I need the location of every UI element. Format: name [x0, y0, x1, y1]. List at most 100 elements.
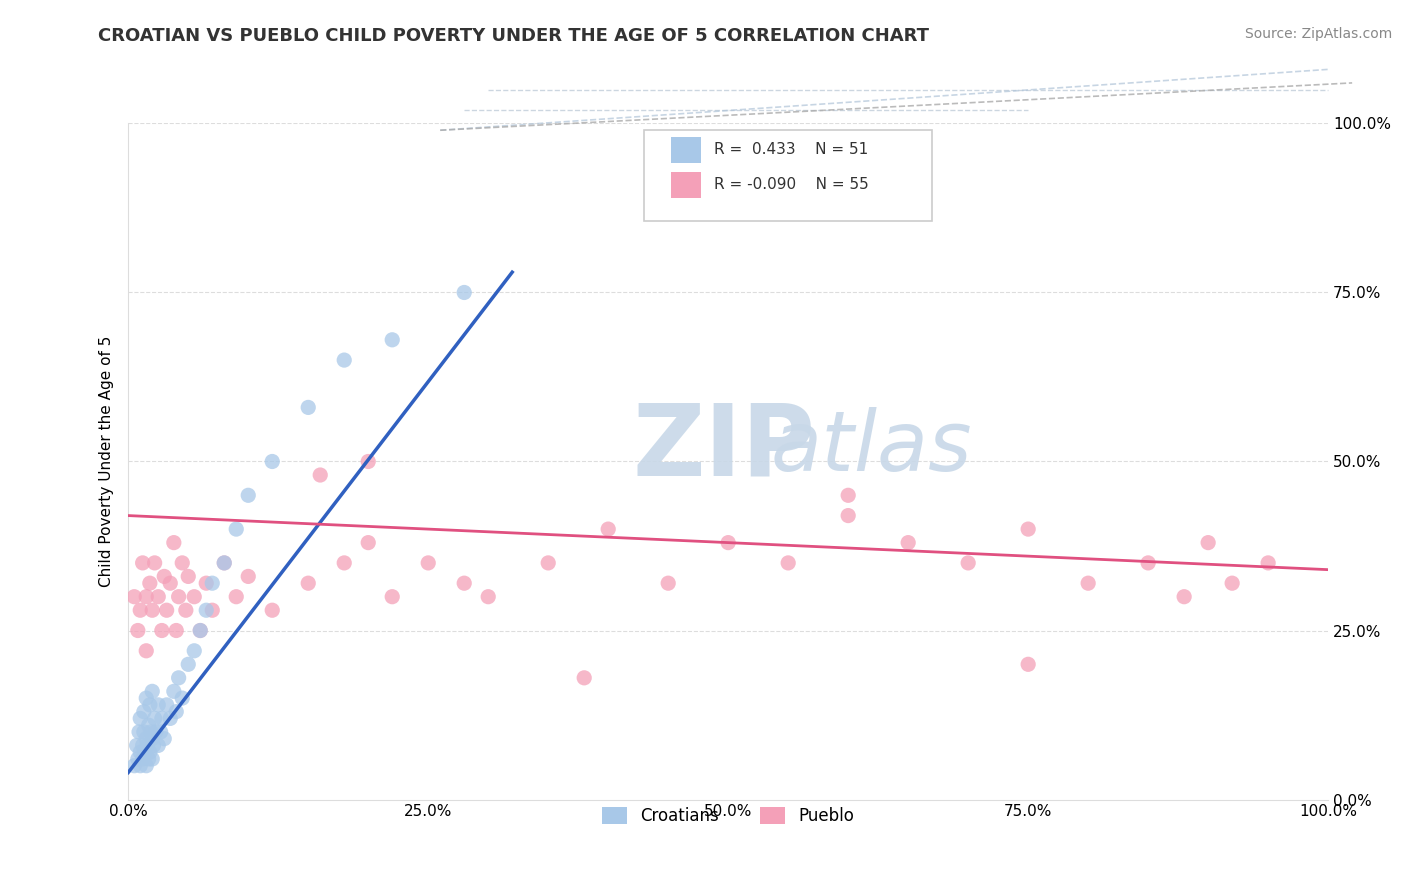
Legend: Croatians, Pueblo: Croatians, Pueblo	[595, 800, 862, 831]
Point	[159, 576, 181, 591]
Point	[174, 603, 197, 617]
Point	[183, 644, 205, 658]
Text: Source: ZipAtlas.com: Source: ZipAtlas.com	[1244, 27, 1392, 41]
Point	[1017, 657, 1039, 672]
Point	[837, 488, 859, 502]
Point	[132, 705, 155, 719]
Point	[139, 725, 162, 739]
Point	[957, 556, 980, 570]
Point	[167, 671, 190, 685]
Point	[129, 758, 152, 772]
Point	[188, 624, 211, 638]
Point	[201, 603, 224, 617]
Point	[212, 556, 235, 570]
Point	[1257, 556, 1279, 570]
Point	[1197, 535, 1219, 549]
Point	[262, 603, 284, 617]
Point	[143, 556, 166, 570]
Point	[159, 711, 181, 725]
Point	[453, 576, 475, 591]
Point	[135, 691, 157, 706]
Point	[145, 725, 167, 739]
Point	[333, 556, 356, 570]
Point	[131, 739, 153, 753]
Point	[129, 603, 152, 617]
Text: R =  0.433    N = 51: R = 0.433 N = 51	[714, 143, 868, 157]
Point	[148, 698, 170, 712]
Point	[156, 603, 179, 617]
Point	[1017, 522, 1039, 536]
Point	[453, 285, 475, 300]
Point	[778, 556, 800, 570]
Point	[167, 590, 190, 604]
Point	[172, 556, 194, 570]
Point	[717, 535, 740, 549]
Point	[141, 603, 163, 617]
Point	[127, 752, 149, 766]
Point	[183, 590, 205, 604]
Point	[598, 522, 620, 536]
Point	[143, 711, 166, 725]
Point	[134, 745, 156, 759]
Point	[153, 731, 176, 746]
Point	[129, 745, 152, 759]
Point	[172, 691, 194, 706]
Point	[139, 745, 162, 759]
Point	[141, 752, 163, 766]
Point	[1173, 590, 1195, 604]
Text: ZIP: ZIP	[633, 400, 815, 497]
Point	[201, 576, 224, 591]
Point	[537, 556, 560, 570]
Point	[141, 731, 163, 746]
Point	[418, 556, 440, 570]
Point	[128, 725, 150, 739]
Point	[142, 739, 165, 753]
Point	[225, 522, 247, 536]
Point	[165, 705, 187, 719]
Point	[135, 590, 157, 604]
Point	[135, 758, 157, 772]
Point	[238, 569, 260, 583]
Point	[135, 644, 157, 658]
Point	[136, 739, 159, 753]
Point	[574, 671, 596, 685]
Point	[129, 711, 152, 725]
Point	[897, 535, 920, 549]
Point	[127, 624, 149, 638]
Bar	[671, 137, 700, 162]
Point	[138, 718, 160, 732]
Point	[177, 657, 200, 672]
Point	[135, 731, 157, 746]
Point	[139, 698, 162, 712]
Point	[225, 590, 247, 604]
Point	[165, 624, 187, 638]
Point	[477, 590, 499, 604]
Point	[195, 576, 218, 591]
Bar	[671, 172, 700, 198]
Point	[1077, 576, 1099, 591]
Point	[139, 576, 162, 591]
Point	[148, 739, 170, 753]
Point	[195, 603, 218, 617]
Point	[153, 569, 176, 583]
Point	[131, 556, 153, 570]
Point	[333, 353, 356, 368]
Y-axis label: Child Poverty Under the Age of 5: Child Poverty Under the Age of 5	[100, 335, 114, 587]
Point	[150, 624, 173, 638]
Point	[262, 454, 284, 468]
Point	[163, 535, 186, 549]
Point	[163, 684, 186, 698]
Point	[138, 752, 160, 766]
Point	[1220, 576, 1243, 591]
Point	[837, 508, 859, 523]
Point	[122, 758, 145, 772]
Text: atlas: atlas	[770, 408, 972, 489]
Point	[212, 556, 235, 570]
Point	[357, 535, 380, 549]
Point	[238, 488, 260, 502]
Point	[657, 576, 679, 591]
Point	[148, 590, 170, 604]
Text: R = -0.090    N = 55: R = -0.090 N = 55	[714, 178, 869, 193]
Point	[149, 725, 172, 739]
Point	[357, 454, 380, 468]
